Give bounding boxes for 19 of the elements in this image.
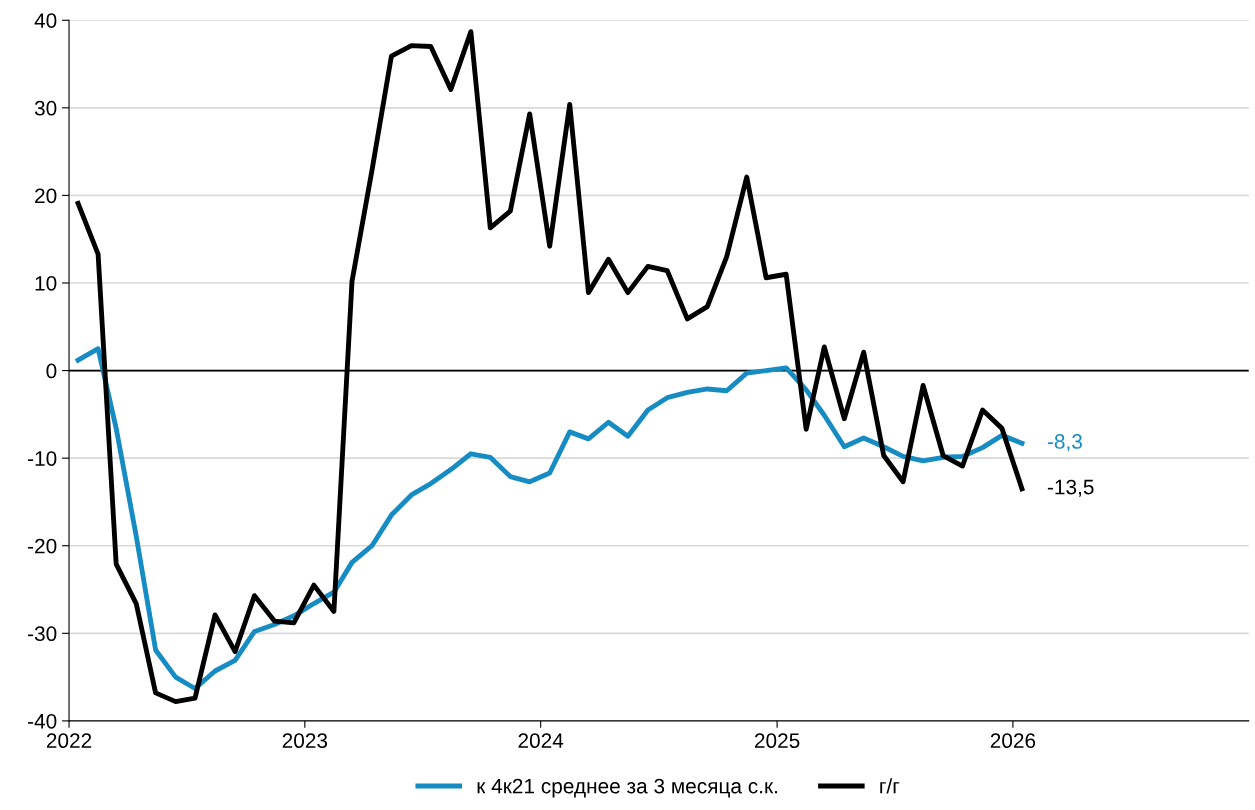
annotation: -13,5 [1047, 479, 1094, 497]
x-tick-label: 2025 [754, 733, 800, 749]
legend-label: г/г [880, 778, 900, 794]
y-tick-label: 0 [46, 363, 57, 379]
x-tick-label: 2023 [282, 733, 328, 749]
y-tick-label: 30 [34, 100, 57, 116]
legend-label: к 4к21 среднее за 3 месяца с.к. [477, 778, 777, 798]
x-tick-label: 2024 [518, 733, 564, 749]
y-tick-label: 20 [35, 188, 57, 204]
x-tick-label: 2022 [46, 733, 92, 749]
line-series [75, 346, 1025, 691]
y-tick-label: -20 [28, 538, 57, 554]
y-tick-label: 10 [35, 276, 57, 291]
y-tick-label: -10 [28, 451, 57, 466]
y-tick-label: -30 [28, 626, 57, 642]
annotation: -8,3 [1047, 434, 1082, 452]
y-tick-label: -40 [28, 713, 57, 729]
x-tick-label: 2026 [990, 733, 1036, 749]
y-tick-label: 40 [34, 13, 57, 28]
